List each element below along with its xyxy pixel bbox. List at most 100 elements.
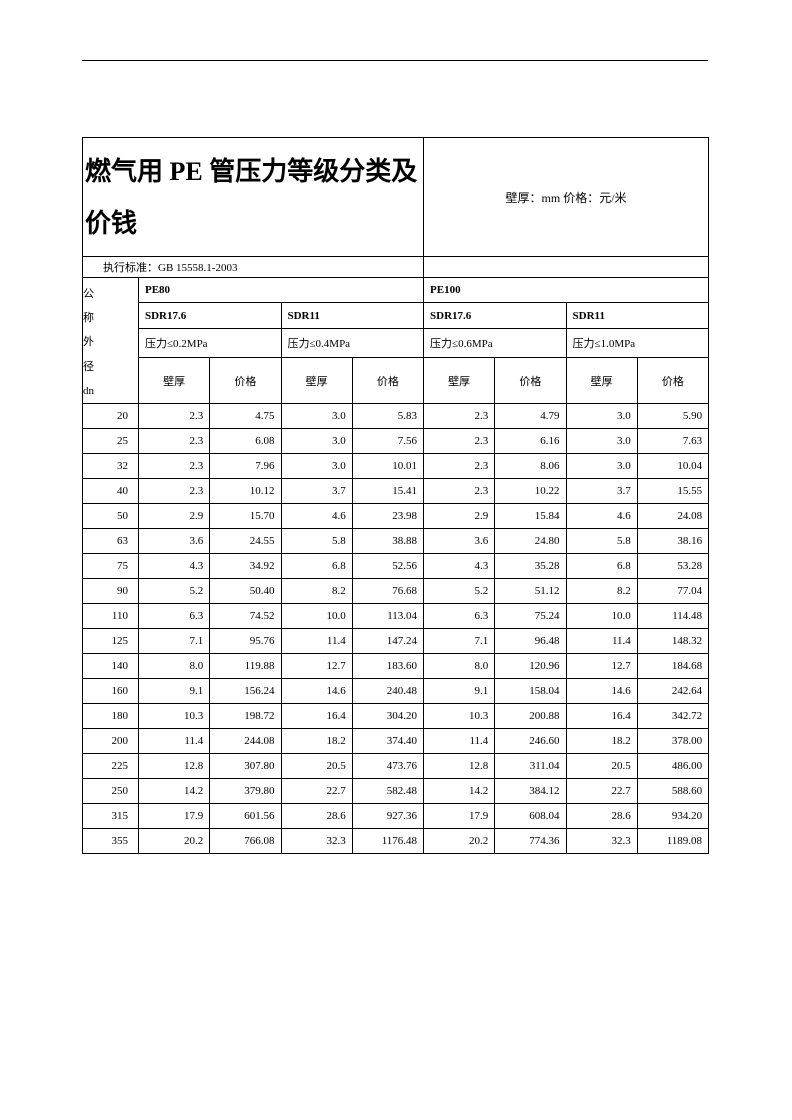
price-cell: 15.41 — [352, 478, 423, 503]
thickness-cell: 4.6 — [566, 503, 637, 528]
dn-cell: 225 — [83, 753, 139, 778]
thickness-cell: 11.4 — [566, 628, 637, 653]
price-cell: 53.28 — [637, 553, 708, 578]
dn-cell: 63 — [83, 528, 139, 553]
dn-cell: 355 — [83, 828, 139, 853]
thickness-cell: 6.8 — [281, 553, 352, 578]
price-cell: 156.24 — [210, 678, 281, 703]
price-cell: 608.04 — [495, 803, 566, 828]
price-cell: 24.08 — [637, 503, 708, 528]
sub-header-price: 价格 — [637, 358, 708, 404]
price-cell: 34.92 — [210, 553, 281, 578]
price-cell: 76.68 — [352, 578, 423, 603]
table-row: 22512.8307.8020.5473.7612.8311.0420.5486… — [83, 753, 709, 778]
thickness-cell: 4.3 — [139, 553, 210, 578]
thickness-cell: 3.0 — [566, 428, 637, 453]
price-cell: 50.40 — [210, 578, 281, 603]
thickness-cell: 4.6 — [281, 503, 352, 528]
thickness-cell: 6.8 — [566, 553, 637, 578]
price-cell: 113.04 — [352, 603, 423, 628]
thickness-cell: 14.2 — [139, 778, 210, 803]
thickness-cell: 17.9 — [139, 803, 210, 828]
thickness-cell: 11.4 — [424, 728, 495, 753]
price-cell: 15.70 — [210, 503, 281, 528]
price-cell: 774.36 — [495, 828, 566, 853]
dn-cell: 50 — [83, 503, 139, 528]
thickness-cell: 17.9 — [424, 803, 495, 828]
price-cell: 7.63 — [637, 428, 708, 453]
thickness-cell: 16.4 — [566, 703, 637, 728]
thickness-cell: 18.2 — [281, 728, 352, 753]
price-cell: 244.08 — [210, 728, 281, 753]
thickness-cell: 10.0 — [281, 603, 352, 628]
table-row: 1609.1156.2414.6240.489.1158.0414.6242.6… — [83, 678, 709, 703]
price-cell: 200.88 — [495, 703, 566, 728]
sdr-header: SDR11 — [566, 303, 709, 328]
thickness-label: 壁厚 — [306, 376, 328, 388]
dn-header-line: 称 — [83, 306, 138, 330]
price-cell: 51.12 — [495, 578, 566, 603]
sdr-name: SDR17.6 — [430, 310, 471, 322]
dn-cell: 25 — [83, 428, 139, 453]
table-row: 202.34.753.05.832.34.793.05.90 — [83, 403, 709, 428]
price-cell: 10.12 — [210, 478, 281, 503]
price-cell: 77.04 — [637, 578, 708, 603]
thickness-cell: 11.4 — [281, 628, 352, 653]
thickness-cell: 2.3 — [139, 453, 210, 478]
price-cell: 114.48 — [637, 603, 708, 628]
table-row: 1106.374.5210.0113.046.375.2410.0114.48 — [83, 603, 709, 628]
price-cell: 24.80 — [495, 528, 566, 553]
thickness-cell: 11.4 — [139, 728, 210, 753]
thickness-cell: 9.1 — [424, 678, 495, 703]
price-cell: 184.68 — [637, 653, 708, 678]
price-cell: 7.56 — [352, 428, 423, 453]
pressure-header-row: 压力≤0.2MPa 压力≤0.4MPa 压力≤0.6MPa 压力≤1.0MPa — [83, 328, 709, 357]
price-cell: 10.04 — [637, 453, 708, 478]
sub-header-price: 价格 — [352, 358, 423, 404]
sub-header-row: 壁厚 价格 壁厚 价格 壁厚 价格 壁厚 价格 — [83, 358, 709, 404]
table-row: 18010.3198.7216.4304.2010.3200.8816.4342… — [83, 703, 709, 728]
dn-cell: 40 — [83, 478, 139, 503]
dn-cell: 125 — [83, 628, 139, 653]
sdr-name: SDR11 — [288, 310, 320, 322]
dn-cell: 75 — [83, 553, 139, 578]
price-cell: 378.00 — [637, 728, 708, 753]
price-cell: 183.60 — [352, 653, 423, 678]
thickness-cell: 32.3 — [281, 828, 352, 853]
standard-label: 执行标准：GB 15558.1-2003 — [103, 262, 237, 274]
thickness-label: 壁厚 — [163, 376, 185, 388]
thickness-cell: 5.8 — [566, 528, 637, 553]
pressure-header: 压力≤0.2MPa — [139, 328, 282, 357]
price-cell: 582.48 — [352, 778, 423, 803]
price-cell: 311.04 — [495, 753, 566, 778]
thickness-cell: 2.3 — [424, 478, 495, 503]
price-cell: 148.32 — [637, 628, 708, 653]
price-cell: 934.20 — [637, 803, 708, 828]
dn-header-line: 外 — [83, 330, 138, 354]
document-title: 燃气用 PE 管压力等级分类及价钱 — [83, 138, 424, 257]
price-cell: 95.76 — [210, 628, 281, 653]
table-row: 322.37.963.010.012.38.063.010.04 — [83, 453, 709, 478]
thickness-cell: 16.4 — [281, 703, 352, 728]
price-cell: 1189.08 — [637, 828, 708, 853]
price-cell: 23.98 — [352, 503, 423, 528]
thickness-cell: 10.3 — [139, 703, 210, 728]
price-cell: 5.83 — [352, 403, 423, 428]
price-cell: 304.20 — [352, 703, 423, 728]
thickness-cell: 4.3 — [424, 553, 495, 578]
price-cell: 486.00 — [637, 753, 708, 778]
sdr-header: SDR17.6 — [139, 303, 282, 328]
dn-cell: 110 — [83, 603, 139, 628]
pressure-label: 压力≤0.4MPa — [288, 338, 351, 350]
price-cell: 74.52 — [210, 603, 281, 628]
price-cell: 7.96 — [210, 453, 281, 478]
thickness-cell: 32.3 — [566, 828, 637, 853]
price-cell: 8.06 — [495, 453, 566, 478]
pressure-label: 压力≤0.2MPa — [145, 338, 208, 350]
thickness-cell: 5.2 — [424, 578, 495, 603]
thickness-cell: 7.1 — [424, 628, 495, 653]
price-cell: 119.88 — [210, 653, 281, 678]
thickness-cell: 6.3 — [424, 603, 495, 628]
thickness-cell: 2.3 — [424, 428, 495, 453]
thickness-cell: 9.1 — [139, 678, 210, 703]
